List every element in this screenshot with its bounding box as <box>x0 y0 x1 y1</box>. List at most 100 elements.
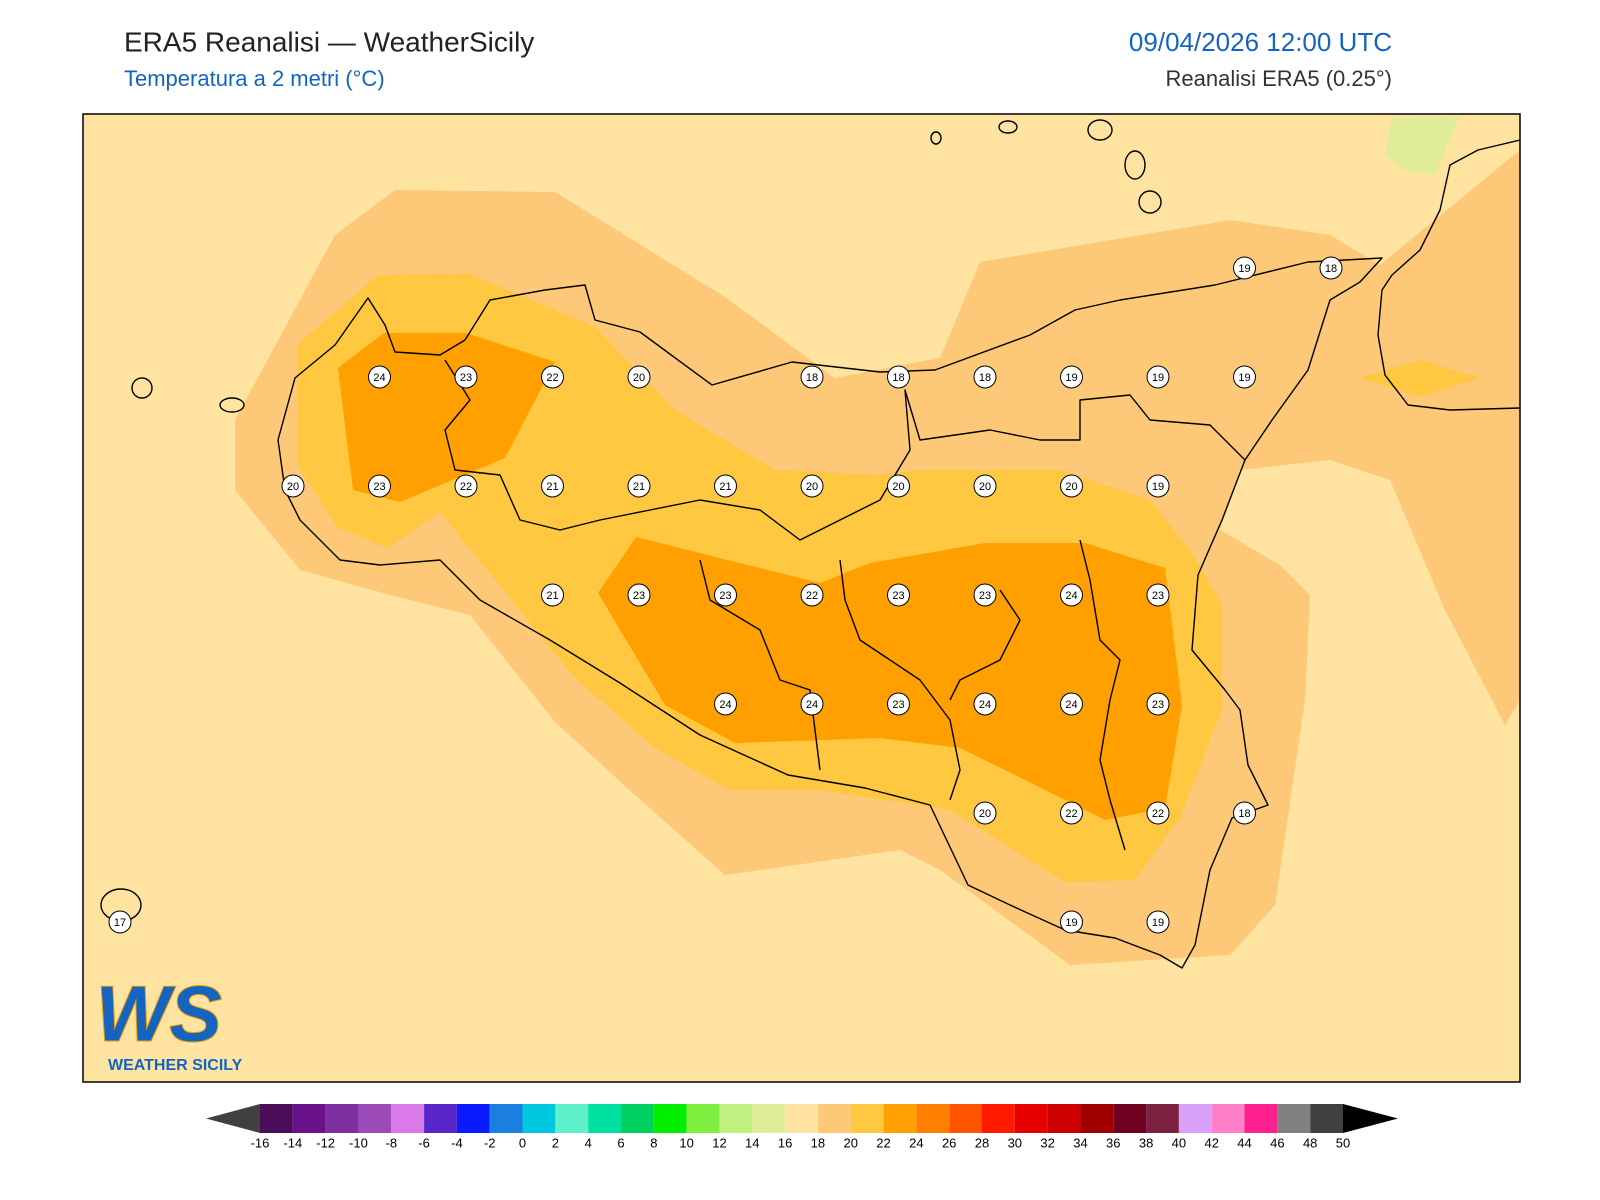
station-value: 20 <box>979 481 991 493</box>
station-value: 19 <box>1238 263 1250 275</box>
colorbar-box <box>785 1104 818 1133</box>
colorbar-tick-label: -4 <box>451 1135 463 1150</box>
colorbar-box <box>325 1104 359 1133</box>
station-marker <box>1060 692 1083 716</box>
station-value: 19 <box>1152 917 1164 929</box>
source: Reanalisi ERA5 (0.25°) <box>1166 66 1392 91</box>
colorbar-tick-label: 24 <box>909 1135 923 1150</box>
station-value: 23 <box>892 590 904 602</box>
station-marker <box>1146 583 1170 607</box>
colorbar-tick-label: -10 <box>349 1135 368 1150</box>
colorbar-tick-label: -8 <box>385 1135 397 1150</box>
station-value: 23 <box>1152 699 1164 711</box>
station-marker <box>800 474 824 498</box>
datetime: 09/04/2026 12:00 UTC <box>1129 27 1392 57</box>
station-value: 19 <box>1065 917 1077 929</box>
stations: 19 18 24 23 22 20 18 18 18 19 19 19 20 23 22 21 21 21 20 20… <box>108 256 1343 934</box>
colorbar-box <box>358 1104 392 1133</box>
station-marker <box>1060 474 1083 498</box>
colorbar-box <box>588 1104 621 1133</box>
colorbar-tick-label: 28 <box>975 1135 989 1150</box>
station-value: 18 <box>1238 808 1250 820</box>
station-marker <box>1060 365 1083 389</box>
station-value: 24 <box>719 699 731 711</box>
station-marker <box>887 583 910 607</box>
station-value: 23 <box>633 590 645 602</box>
station-value: 23 <box>979 590 991 602</box>
station-value: 22 <box>1152 808 1164 820</box>
station-marker <box>800 692 824 716</box>
colorbar-tick-label: 46 <box>1270 1135 1284 1150</box>
colorbar-box <box>1014 1104 1048 1133</box>
colorbar-tick-label: -6 <box>418 1135 430 1150</box>
station-value: 24 <box>1065 590 1077 602</box>
station-value: 23 <box>719 590 731 602</box>
station-marker <box>627 474 651 498</box>
station-marker <box>1146 474 1170 498</box>
island <box>1138 190 1162 214</box>
colorbar-tick-label: 8 <box>650 1135 657 1150</box>
station-value: 23 <box>1152 590 1164 602</box>
logo-mark: WS <box>96 970 222 1058</box>
station-value: 19 <box>1152 481 1164 493</box>
map-frame <box>82 113 1521 1083</box>
station-marker <box>541 583 564 607</box>
station-marker <box>627 365 651 389</box>
logo: WS WEATHER SICILY <box>95 969 243 1075</box>
station-marker <box>714 474 737 498</box>
colorbar-box <box>424 1104 457 1133</box>
calabria-coast <box>1377 139 1520 411</box>
colorbar-tick-label: -12 <box>316 1135 335 1150</box>
colorbar-tick-label: -2 <box>484 1135 496 1150</box>
colorbar-tick-label: 38 <box>1139 1135 1153 1150</box>
colorbar-box <box>817 1104 851 1133</box>
colorbar-box <box>1113 1104 1147 1133</box>
station-marker <box>627 583 651 607</box>
station-marker <box>368 365 391 389</box>
station-value: 18 <box>979 372 991 384</box>
colorbar-tick-label: 2 <box>552 1135 559 1150</box>
colorbar-tick-label: -14 <box>283 1135 302 1150</box>
colorbar-tick-label: 30 <box>1008 1135 1022 1150</box>
station-value: 22 <box>1065 808 1077 820</box>
colorbar-tick-label: 36 <box>1106 1135 1120 1150</box>
station-value: 18 <box>806 372 818 384</box>
station-value: 20 <box>1065 481 1077 493</box>
island <box>219 397 245 413</box>
station-value: 17 <box>114 917 126 929</box>
logo-text: WEATHER SICILY <box>108 1057 243 1074</box>
colorbar-box <box>456 1104 490 1133</box>
colorbar-box <box>686 1104 720 1133</box>
colorbar-over <box>1343 1104 1398 1133</box>
sicily-interior-border <box>444 359 1246 851</box>
contour-22-24 <box>338 333 555 502</box>
station-value: 24 <box>373 372 385 384</box>
station-value: 22 <box>546 372 558 384</box>
station-marker <box>108 910 132 934</box>
station-value: 21 <box>719 481 731 493</box>
island <box>131 377 153 399</box>
contour-20-22 <box>1360 360 1480 397</box>
colorbar-tick-label: 12 <box>712 1135 726 1150</box>
colorbar-tick-label: 42 <box>1204 1135 1218 1150</box>
colorbar-tick-label: 10 <box>679 1135 693 1150</box>
colorbar-box <box>1211 1104 1245 1133</box>
title: ERA5 Reanalisi — WeatherSicily <box>124 26 534 57</box>
station-marker <box>1146 692 1170 716</box>
colorbar-tick-label: 18 <box>811 1135 825 1150</box>
colorbar-tick-label: 44 <box>1237 1135 1251 1150</box>
station-value: 22 <box>806 590 818 602</box>
station-marker <box>800 583 824 607</box>
station-value: 24 <box>979 699 991 711</box>
station-value: 21 <box>546 590 558 602</box>
station-value: 18 <box>892 372 904 384</box>
station-value: 19 <box>1065 372 1077 384</box>
station-marker <box>1060 583 1083 607</box>
colorbar-tick-label: 4 <box>585 1135 592 1150</box>
island <box>998 120 1018 134</box>
station-marker <box>1146 910 1170 934</box>
station-marker <box>454 474 478 498</box>
subtitle: Temperatura a 2 metri (°C) <box>124 66 385 91</box>
